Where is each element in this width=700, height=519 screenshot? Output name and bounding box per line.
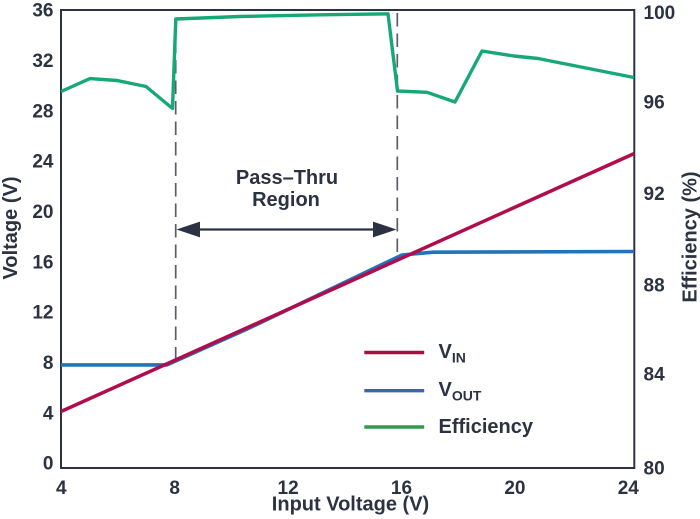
svg-text:Region: Region bbox=[252, 189, 320, 211]
svg-text:12: 12 bbox=[32, 303, 53, 324]
svg-text:28: 28 bbox=[32, 101, 53, 122]
svg-text:Efficiency (%): Efficiency (%) bbox=[680, 171, 700, 302]
svg-text:4: 4 bbox=[43, 403, 54, 424]
svg-text:20: 20 bbox=[504, 478, 525, 499]
svg-text:0: 0 bbox=[43, 454, 54, 475]
svg-text:24: 24 bbox=[618, 478, 640, 499]
svg-text:Voltage (V): Voltage (V) bbox=[0, 177, 22, 280]
svg-text:12: 12 bbox=[278, 478, 299, 499]
svg-text:88: 88 bbox=[644, 276, 665, 297]
svg-text:4: 4 bbox=[56, 478, 67, 499]
svg-text:8: 8 bbox=[169, 478, 180, 499]
svg-text:24: 24 bbox=[32, 152, 54, 173]
svg-text:32: 32 bbox=[32, 51, 53, 72]
svg-text:16: 16 bbox=[32, 252, 53, 273]
svg-text:80: 80 bbox=[644, 458, 665, 479]
svg-text:96: 96 bbox=[644, 93, 665, 114]
svg-text:16: 16 bbox=[391, 478, 412, 499]
svg-text:Pass–Thru: Pass–Thru bbox=[236, 167, 338, 189]
svg-text:84: 84 bbox=[644, 364, 666, 385]
svg-text:VOUT: VOUT bbox=[439, 379, 482, 404]
svg-text:Input Voltage (V): Input Voltage (V) bbox=[272, 494, 429, 516]
svg-text:100: 100 bbox=[644, 3, 676, 24]
svg-text:Efficiency: Efficiency bbox=[439, 416, 534, 438]
svg-text:92: 92 bbox=[644, 184, 665, 205]
svg-text:20: 20 bbox=[32, 202, 53, 223]
svg-text:36: 36 bbox=[32, 1, 53, 22]
svg-text:VIN: VIN bbox=[439, 341, 466, 365]
svg-text:8: 8 bbox=[43, 353, 54, 374]
